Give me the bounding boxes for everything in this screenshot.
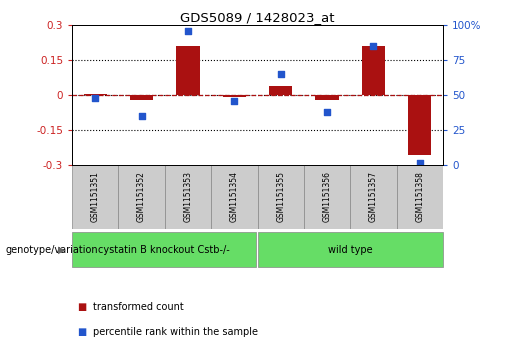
Bar (176, 46, 200, 95)
Bar (222, 95, 246, 97)
Text: cystatin B knockout Cstb-/-: cystatin B knockout Cstb-/- (98, 245, 230, 254)
Bar (72, 165, 118, 229)
Bar (362, 46, 385, 95)
Text: GSM1151355: GSM1151355 (276, 171, 285, 223)
Bar (350, 165, 397, 229)
Bar (211, 165, 258, 229)
Text: percentile rank within the sample: percentile rank within the sample (93, 327, 258, 337)
Text: GSM1151354: GSM1151354 (230, 171, 239, 223)
Text: transformed count: transformed count (93, 302, 183, 312)
Point (416, 160, 424, 166)
Bar (269, 86, 293, 95)
Bar (397, 165, 443, 229)
Point (230, 98, 238, 104)
Bar (130, 95, 153, 100)
Text: GSM1151358: GSM1151358 (415, 172, 424, 223)
Title: GDS5089 / 1428023_at: GDS5089 / 1428023_at (180, 11, 335, 24)
Point (369, 44, 377, 49)
Text: wild type: wild type (328, 245, 372, 254)
Point (138, 113, 146, 119)
Text: ▶: ▶ (58, 245, 65, 254)
Text: GSM1151353: GSM1151353 (183, 171, 193, 223)
Text: GSM1151357: GSM1151357 (369, 171, 378, 223)
Bar (315, 95, 339, 100)
Bar (258, 165, 304, 229)
Point (91, 95, 99, 101)
Bar (83, 94, 107, 95)
Bar (118, 165, 165, 229)
Bar (165, 165, 211, 229)
Point (277, 72, 285, 77)
Text: GSM1151356: GSM1151356 (322, 171, 332, 223)
Text: genotype/variation: genotype/variation (5, 245, 98, 254)
Text: ■: ■ (77, 302, 87, 312)
Text: ■: ■ (77, 327, 87, 337)
Text: GSM1151352: GSM1151352 (137, 172, 146, 223)
Text: GSM1151351: GSM1151351 (91, 172, 100, 223)
Bar (408, 95, 431, 155)
Point (323, 109, 331, 115)
Point (184, 28, 192, 34)
Bar (304, 165, 350, 229)
